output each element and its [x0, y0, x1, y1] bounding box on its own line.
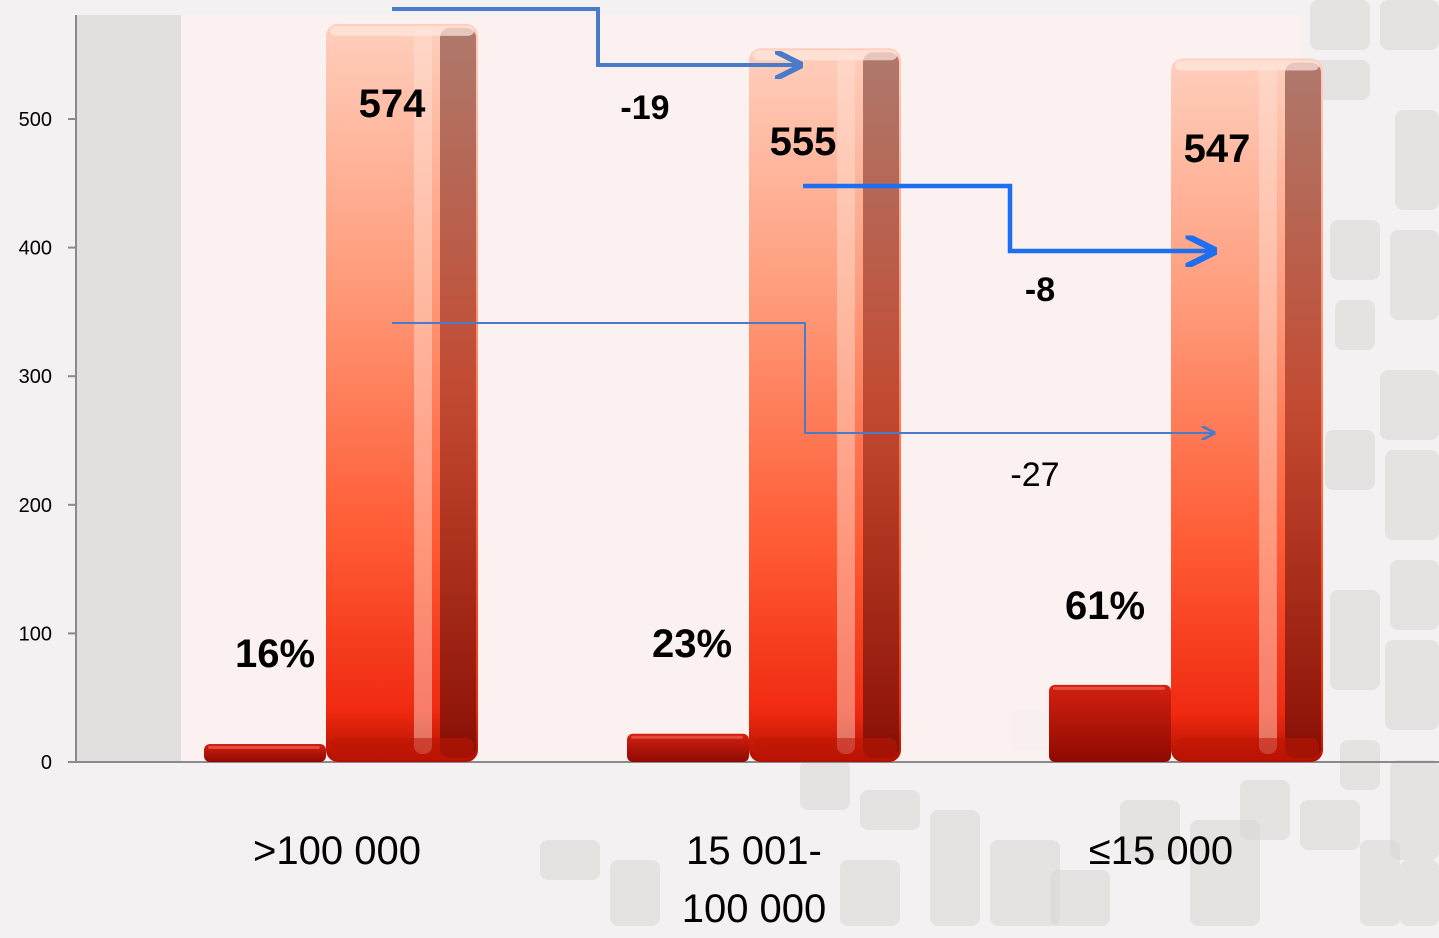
background-tile [1390, 230, 1439, 320]
background-tile [1240, 780, 1290, 840]
background-tile [1300, 800, 1360, 850]
arrow-diff-1 [392, 7, 800, 65]
bar-share [627, 733, 749, 762]
background-tile [990, 840, 1060, 926]
data-label-share: 16% [235, 632, 315, 676]
background-tile [1390, 760, 1439, 860]
bar-count-cap [330, 25, 474, 36]
background-tile [1310, 0, 1370, 50]
bar-share [1049, 684, 1171, 762]
background-tile [1330, 220, 1380, 280]
background-tile [1310, 60, 1370, 100]
arrow-diff-total [392, 322, 1214, 433]
background-tile [1120, 800, 1180, 860]
data-label-count: 547 [1184, 127, 1251, 171]
background-tile [1385, 450, 1439, 540]
background-tile [1190, 820, 1260, 926]
background-tile [540, 840, 600, 880]
bar-count-side [863, 52, 899, 758]
bar-count-side [1285, 62, 1321, 759]
arrow-diff-2 [803, 183, 1214, 251]
bar-count-base [1175, 738, 1319, 760]
y-tick-label: 200 [19, 495, 52, 517]
background-tiles [540, 0, 1439, 926]
background-tile [930, 810, 980, 926]
background-tile [1380, 0, 1439, 50]
difference-arrows [392, 7, 1214, 433]
bar-count-shine [1259, 64, 1277, 755]
background-tile [860, 790, 920, 830]
x-tick-label: ≤15 000 [1011, 822, 1311, 880]
background-tile [1380, 370, 1439, 440]
bar-count-base [330, 738, 474, 760]
data-label-share: 23% [652, 622, 732, 666]
background-tile [1395, 110, 1439, 210]
background-tile [610, 860, 660, 926]
background-tile [1390, 560, 1439, 630]
bar-share-highlight [631, 735, 743, 739]
y-tick-label: 400 [19, 238, 52, 260]
background-tile [1050, 870, 1110, 926]
bar-count-shine [414, 29, 432, 755]
background-tile [800, 760, 850, 810]
data-label-count: 555 [770, 120, 837, 164]
background-tile [840, 860, 900, 926]
bar-share-highlight [1053, 686, 1165, 690]
background-tile [1400, 860, 1439, 926]
x-tick-label-line: ≤15 000 [1088, 829, 1234, 873]
bar-count-shine [837, 54, 855, 754]
bar-share-highlight [208, 745, 320, 749]
annotation-diff-2: -8 [1025, 271, 1055, 309]
bar-count-cap [1175, 60, 1319, 71]
background-tile [1330, 590, 1380, 690]
annotation-diff-total: -27 [1010, 456, 1059, 494]
x-tick-label: 15 001- 100 000 [604, 822, 904, 938]
background-tile [1360, 840, 1400, 926]
y-tick-label: 500 [19, 109, 52, 131]
data-labels: 574 555 547 16% 23% 61% -19 -8 -27 [235, 82, 1250, 676]
x-tick-label: >100 000 [187, 822, 487, 880]
data-label-share: 61% [1065, 584, 1145, 628]
plot-left-band [76, 15, 181, 762]
bar-count-base [753, 738, 897, 760]
bar-count-side [440, 27, 476, 759]
bars [204, 23, 1323, 763]
background-tile [1335, 300, 1375, 350]
data-label-count: 574 [359, 82, 426, 126]
annotation-diff-1: -19 [620, 89, 669, 127]
x-tick-label-line: 15 001- [686, 829, 822, 873]
x-tick-label-line: >100 000 [253, 829, 421, 873]
x-tick-label-line: 100 000 [681, 887, 827, 931]
y-tick-label: 0 [41, 752, 52, 774]
y-axis-ticks: 0 100 200 300 400 500 [19, 109, 76, 774]
bar-count-cap [753, 50, 897, 61]
background-tile [1340, 740, 1380, 790]
background-tile [1325, 430, 1375, 490]
background-tile [1385, 640, 1439, 730]
y-tick-label: 100 [19, 623, 52, 645]
y-tick-label: 300 [19, 366, 52, 388]
